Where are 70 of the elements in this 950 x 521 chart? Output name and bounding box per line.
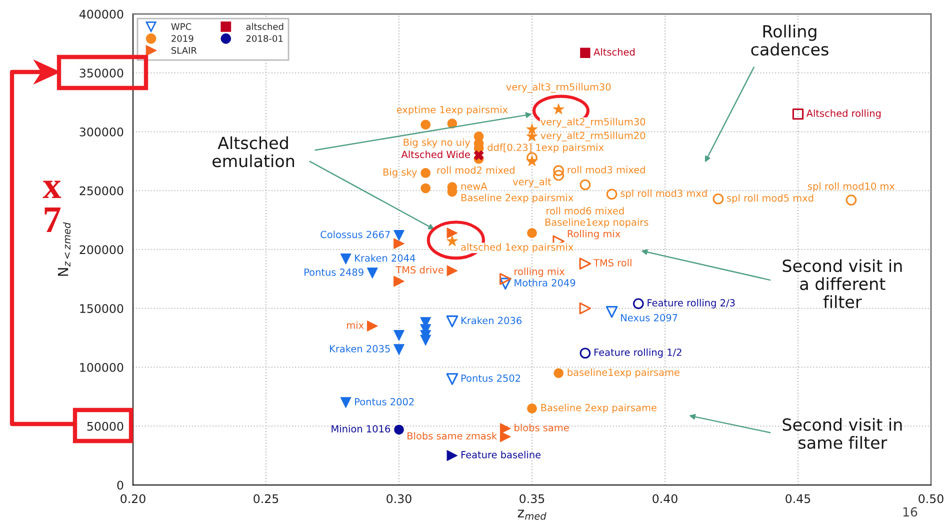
data-label: very_alt3_rm5illum30 xyxy=(506,83,611,93)
data-label: mix xyxy=(347,321,364,329)
data-label: Baseline1exp nopairs xyxy=(545,218,648,228)
data-label: Blobs same zmask xyxy=(408,432,498,440)
legend-label: 2018-01 xyxy=(246,35,283,42)
data-label: Colossus 2667 xyxy=(320,230,390,238)
data-label: Big sky no uiy xyxy=(404,138,470,148)
data-label: newA xyxy=(461,182,488,190)
data-label: Pontus 2489 xyxy=(304,268,364,276)
x-axis-title: z$_{med}$ xyxy=(518,510,546,520)
annotation: Altsched emulation xyxy=(212,136,294,168)
data-label: Feature baseline xyxy=(461,450,541,458)
y-tick-label: 150000 xyxy=(80,304,124,314)
data-label: Big sky xyxy=(383,168,417,178)
x-tick-label: 0.50 xyxy=(918,494,944,504)
data-label: Pontus 2502 xyxy=(461,374,520,382)
data-label: spl roll mod3 mxd xyxy=(620,189,707,199)
y-tick-label: 50000 xyxy=(87,422,124,431)
data-label: roll mod6 mixed xyxy=(546,206,624,214)
data-label: Feature rolling 1/2 xyxy=(594,348,682,358)
annotation: Rolling cadences xyxy=(751,24,828,56)
data-label: very_alt2_rm5illum20 xyxy=(540,132,646,142)
data-label: Kraken 2035 xyxy=(330,344,390,352)
data-label: very_alt2_rm5illum30 xyxy=(540,118,646,128)
data-label: blobs same xyxy=(514,424,569,432)
data-label: rolling mix xyxy=(514,268,565,277)
data-label: Pontus 2002 xyxy=(355,398,414,406)
data-label: baseline1exp pairsame xyxy=(568,368,680,378)
data-label: Baseline 2exp pairsmix xyxy=(461,194,574,204)
data-label: Rolling mix xyxy=(568,230,620,240)
x-tick-label: 0.35 xyxy=(520,494,544,504)
data-label: Minion 1016 xyxy=(332,424,390,432)
y-tick-label: 200000 xyxy=(80,245,124,254)
y-tick-label: 0 xyxy=(117,480,124,490)
data-label: altsched 1exp pairsmix xyxy=(461,243,574,253)
data-label: roll mod3 mixed xyxy=(568,166,645,174)
y-tick-label: 350000 xyxy=(80,68,124,78)
annotation: Second visit in a different filter xyxy=(782,259,902,308)
data-label: Altsched rolling xyxy=(806,109,881,119)
data-label: Altsched xyxy=(594,48,635,56)
x-tick-label: 0.20 xyxy=(120,494,146,504)
data-label: Mothra 2049 xyxy=(514,278,576,286)
data-label: roll mod2 mixed xyxy=(437,166,514,174)
x-tick-label: 0.45 xyxy=(786,494,810,504)
data-label: Altsched Wide xyxy=(401,150,470,158)
y-tick-label: 400000 xyxy=(79,10,124,19)
data-label: Nexus 2097 xyxy=(621,314,678,322)
data-label: exptime 1exp pairsmix xyxy=(396,106,508,116)
legend-label: altsched xyxy=(246,23,284,30)
annotation: Second visit in same filter xyxy=(782,418,902,449)
legend-label: WPC xyxy=(171,23,192,30)
legend-label: SLAIR xyxy=(172,46,197,54)
x-tick-label: 0.30 xyxy=(386,494,412,504)
data-label: Kraken 2036 xyxy=(461,316,522,324)
data-label: Feature rolling 2/3 xyxy=(648,298,735,308)
text: 16 xyxy=(903,507,918,517)
data-label: TMS roll xyxy=(594,258,632,266)
x-tick-label: 0.40 xyxy=(652,494,678,504)
data-label: very_alt xyxy=(512,178,552,188)
y-tick-label: 100000 xyxy=(80,362,124,372)
data-label: spl roll mod10 mx xyxy=(808,182,895,192)
data-label: Baseline 2exp pairsame xyxy=(541,404,656,414)
data-label: spl roll mod5 mxd xyxy=(727,194,814,204)
data-label: Kraken 2044 xyxy=(355,254,416,262)
y-tick-label: 250000 xyxy=(80,186,124,196)
y-tick-label: 300000 xyxy=(80,127,124,136)
data-label: TMS drive xyxy=(396,266,444,274)
data-label: ddf[0.23] 1exp pairsmix xyxy=(488,144,604,153)
legend-label: 2019 xyxy=(172,35,194,42)
x-tick-label: 0.25 xyxy=(254,494,278,504)
